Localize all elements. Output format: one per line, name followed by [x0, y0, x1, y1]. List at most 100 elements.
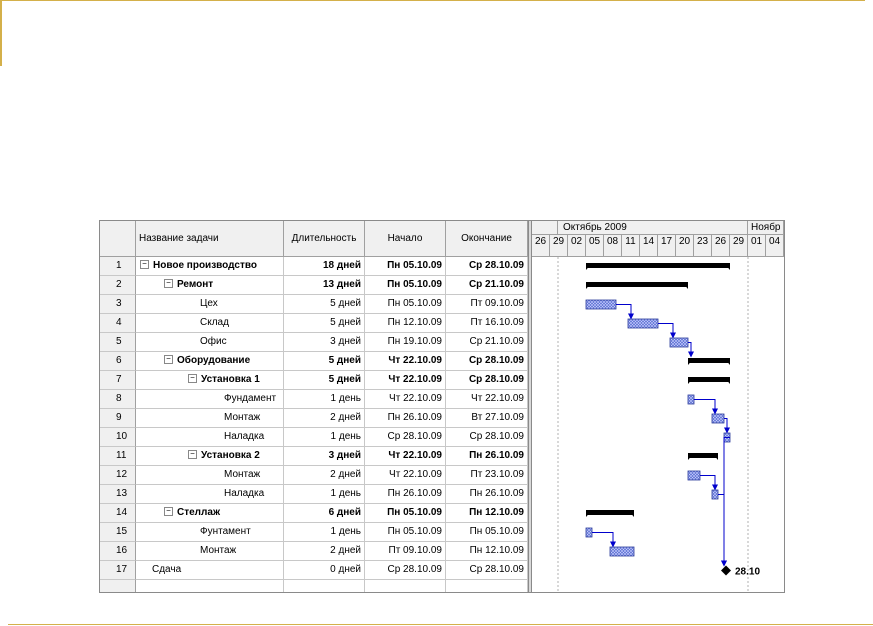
row-number[interactable]: 1 — [100, 257, 136, 276]
row-number[interactable]: 3 — [100, 295, 136, 314]
task-name-cell[interactable]: Фундамент — [136, 390, 284, 409]
task-duration[interactable]: 3 дней — [284, 447, 365, 466]
row-number[interactable]: 6 — [100, 352, 136, 371]
row-number[interactable]: 7 — [100, 371, 136, 390]
task-finish[interactable]: Пн 12.10.09 — [446, 504, 528, 523]
task-name-cell[interactable]: Наладка — [136, 485, 284, 504]
empty-row[interactable] — [100, 580, 528, 592]
task-finish[interactable]: Пн 05.10.09 — [446, 523, 528, 542]
task-start[interactable]: Пн 05.10.09 — [365, 295, 446, 314]
row-number[interactable] — [100, 580, 136, 592]
collapse-toggle-icon[interactable]: − — [188, 373, 197, 383]
table-row[interactable]: 4 Склад 5 дней Пн 12.10.09 Пт 16.10.09 — [100, 314, 528, 333]
row-number[interactable]: 2 — [100, 276, 136, 295]
collapse-toggle-icon[interactable]: − — [140, 259, 149, 269]
table-row[interactable]: 3 Цех 5 дней Пн 05.10.09 Пт 09.10.09 — [100, 295, 528, 314]
task-name-cell[interactable]: Сдача — [136, 561, 284, 580]
task-duration[interactable]: 0 дней — [284, 561, 365, 580]
task-finish[interactable]: Пн 12.10.09 — [446, 542, 528, 561]
task-start[interactable]: Чт 22.10.09 — [365, 390, 446, 409]
task-start[interactable]: Пт 09.10.09 — [365, 542, 446, 561]
task-finish[interactable]: Пт 23.10.09 — [446, 466, 528, 485]
table-row[interactable]: 5 Офис 3 дней Пн 19.10.09 Ср 21.10.09 — [100, 333, 528, 352]
row-number[interactable]: 10 — [100, 428, 136, 447]
row-number[interactable]: 11 — [100, 447, 136, 466]
collapse-toggle-icon[interactable]: − — [188, 449, 197, 459]
row-number-header[interactable] — [100, 221, 136, 257]
row-number[interactable]: 13 — [100, 485, 136, 504]
task-name-cell[interactable]: Наладка — [136, 428, 284, 447]
row-number[interactable]: 8 — [100, 390, 136, 409]
task-duration[interactable]: 2 дней — [284, 409, 365, 428]
task-name-cell[interactable] — [136, 580, 284, 592]
task-duration[interactable]: 5 дней — [284, 371, 365, 390]
task-duration[interactable]: 5 дней — [284, 314, 365, 333]
task-name-cell[interactable]: Монтаж — [136, 542, 284, 561]
task-finish[interactable]: Пн 26.10.09 — [446, 485, 528, 504]
task-start[interactable]: Пн 05.10.09 — [365, 523, 446, 542]
table-row[interactable]: 17 Сдача 0 дней Ср 28.10.09 Ср 28.10.09 — [100, 561, 528, 580]
task-finish[interactable]: Ср 28.10.09 — [446, 428, 528, 447]
task-finish[interactable]: Ср 28.10.09 — [446, 561, 528, 580]
column-header-duration[interactable]: Длительность — [284, 221, 365, 257]
column-header-finish[interactable]: Окончание — [446, 221, 528, 257]
task-name-cell[interactable]: − Стеллаж — [136, 504, 284, 523]
task-name-cell[interactable]: Цех — [136, 295, 284, 314]
table-row[interactable]: 2− Ремонт 13 дней Пн 05.10.09 Ср 21.10.09 — [100, 276, 528, 295]
table-row[interactable]: 14− Стеллаж 6 дней Пн 05.10.09 Пн 12.10.09 — [100, 504, 528, 523]
row-number[interactable]: 16 — [100, 542, 136, 561]
task-finish[interactable]: Пт 16.10.09 — [446, 314, 528, 333]
task-start[interactable]: Пн 12.10.09 — [365, 314, 446, 333]
task-finish[interactable]: Ср 28.10.09 — [446, 371, 528, 390]
row-number[interactable]: 17 — [100, 561, 136, 580]
task-duration[interactable]: 1 день — [284, 523, 365, 542]
row-number[interactable]: 14 — [100, 504, 136, 523]
task-finish[interactable]: Пт 09.10.09 — [446, 295, 528, 314]
task-duration[interactable]: 1 день — [284, 390, 365, 409]
task-duration[interactable]: 2 дней — [284, 466, 365, 485]
row-number[interactable]: 15 — [100, 523, 136, 542]
task-duration[interactable]: 18 дней — [284, 257, 365, 276]
column-header-name[interactable]: Название задачи — [136, 221, 284, 257]
task-start[interactable]: Пн 05.10.09 — [365, 257, 446, 276]
collapse-toggle-icon[interactable]: − — [164, 506, 173, 516]
task-start[interactable]: Пн 05.10.09 — [365, 504, 446, 523]
task-name-cell[interactable]: Офис — [136, 333, 284, 352]
task-finish[interactable]: Ср 21.10.09 — [446, 333, 528, 352]
task-name-cell[interactable]: Фунтамент — [136, 523, 284, 542]
table-row[interactable]: 15 Фунтамент 1 день Пн 05.10.09 Пн 05.10.09 — [100, 523, 528, 542]
task-duration[interactable]: 5 дней — [284, 295, 365, 314]
task-finish[interactable]: Вт 27.10.09 — [446, 409, 528, 428]
task-start[interactable]: Чт 22.10.09 — [365, 352, 446, 371]
row-number[interactable]: 5 — [100, 333, 136, 352]
task-duration[interactable]: 1 день — [284, 428, 365, 447]
task-duration[interactable]: 1 день — [284, 485, 365, 504]
task-start[interactable]: Ср 28.10.09 — [365, 561, 446, 580]
task-start[interactable]: Пн 26.10.09 — [365, 409, 446, 428]
task-name-cell[interactable]: Склад — [136, 314, 284, 333]
task-finish[interactable]: Ср 28.10.09 — [446, 257, 528, 276]
row-number[interactable]: 9 — [100, 409, 136, 428]
task-duration[interactable]: 2 дней — [284, 542, 365, 561]
split-bar[interactable] — [528, 221, 532, 592]
table-row[interactable]: 8 Фундамент 1 день Чт 22.10.09 Чт 22.10.09 — [100, 390, 528, 409]
task-start[interactable]: Ср 28.10.09 — [365, 428, 446, 447]
table-row[interactable]: 10 Наладка 1 день Ср 28.10.09 Ср 28.10.09 — [100, 428, 528, 447]
task-start[interactable]: Пн 05.10.09 — [365, 276, 446, 295]
task-start[interactable]: Пн 19.10.09 — [365, 333, 446, 352]
task-start[interactable]: Чт 22.10.09 — [365, 371, 446, 390]
task-name-cell[interactable]: − Ремонт — [136, 276, 284, 295]
table-row[interactable]: 13 Наладка 1 день Пн 26.10.09 Пн 26.10.09 — [100, 485, 528, 504]
task-finish[interactable]: Ср 28.10.09 — [446, 352, 528, 371]
collapse-toggle-icon[interactable]: − — [164, 354, 173, 364]
task-duration[interactable]: 5 дней — [284, 352, 365, 371]
task-start[interactable]: Чт 22.10.09 — [365, 466, 446, 485]
table-row[interactable]: 9 Монтаж 2 дней Пн 26.10.09 Вт 27.10.09 — [100, 409, 528, 428]
table-row[interactable]: 16 Монтаж 2 дней Пт 09.10.09 Пн 12.10.09 — [100, 542, 528, 561]
row-number[interactable]: 12 — [100, 466, 136, 485]
task-name-cell[interactable]: Монтаж — [136, 409, 284, 428]
task-duration[interactable]: 3 дней — [284, 333, 365, 352]
task-start[interactable]: Пн 26.10.09 — [365, 485, 446, 504]
